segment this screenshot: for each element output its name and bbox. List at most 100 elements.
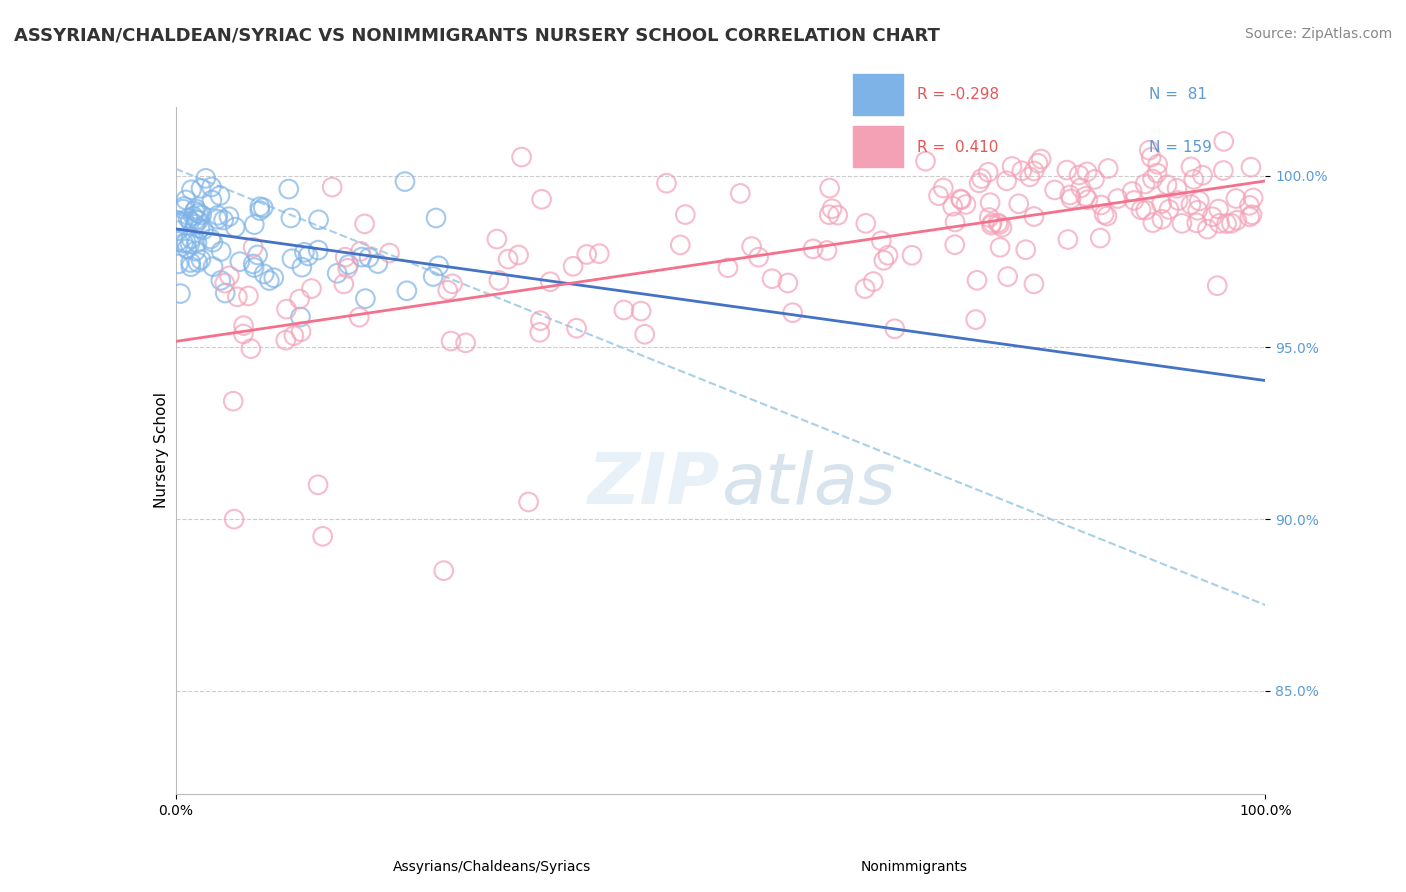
Point	[529, 326, 551, 340]
Point	[1208, 216, 1230, 230]
Point	[1121, 185, 1143, 199]
Point	[1011, 164, 1033, 178]
Point	[218, 210, 240, 224]
Point	[488, 273, 510, 287]
Text: N =  81: N = 81	[1149, 87, 1206, 103]
Point	[167, 224, 190, 238]
Point	[201, 193, 224, 207]
Point	[1150, 212, 1173, 227]
Point	[815, 244, 838, 258]
Point	[427, 259, 450, 273]
Point	[249, 200, 271, 214]
Point	[655, 176, 678, 190]
Point	[1180, 160, 1202, 174]
Point	[229, 254, 252, 268]
Point	[821, 202, 844, 216]
Point	[214, 286, 236, 301]
Point	[1142, 172, 1164, 186]
Point	[222, 394, 245, 409]
Point	[1022, 164, 1045, 178]
Point	[187, 206, 209, 220]
Point	[436, 283, 458, 297]
Point	[801, 242, 824, 256]
Point	[1142, 216, 1164, 230]
Point	[979, 211, 1001, 225]
Point	[311, 529, 333, 543]
Point	[200, 180, 222, 194]
Point	[367, 257, 389, 271]
Point	[1212, 163, 1234, 178]
Point	[283, 328, 305, 343]
Point	[353, 217, 375, 231]
Point	[1140, 150, 1163, 164]
FancyBboxPatch shape	[853, 126, 903, 167]
Point	[1146, 166, 1168, 180]
Point	[201, 235, 224, 250]
Point	[1026, 156, 1049, 170]
Point	[186, 212, 208, 227]
Point	[242, 257, 264, 271]
Point	[995, 174, 1018, 188]
Point	[1056, 163, 1078, 178]
Point	[1191, 168, 1213, 182]
Point	[1095, 209, 1118, 223]
Point	[988, 218, 1011, 232]
Text: ASSYRIAN/CHALDEAN/SYRIAC VS NONIMMIGRANTS NURSERY SCHOOL CORRELATION CHART: ASSYRIAN/CHALDEAN/SYRIAC VS NONIMMIGRANT…	[14, 27, 941, 45]
Point	[167, 214, 190, 228]
Point	[1185, 216, 1208, 230]
Point	[1092, 207, 1115, 221]
Point	[818, 208, 841, 222]
Point	[336, 261, 359, 276]
Point	[782, 306, 804, 320]
Text: ZIP: ZIP	[588, 450, 721, 519]
Point	[987, 216, 1010, 230]
Point	[1135, 203, 1157, 218]
Point	[190, 208, 212, 222]
Point	[949, 192, 972, 206]
Point	[297, 249, 319, 263]
Point	[176, 235, 198, 250]
Point	[1022, 277, 1045, 291]
Point	[433, 564, 456, 578]
Point	[1171, 216, 1194, 230]
Point	[179, 236, 201, 251]
Point	[530, 192, 553, 206]
Point	[1043, 183, 1066, 197]
Point	[1130, 202, 1153, 217]
Point	[187, 213, 209, 227]
Point	[349, 244, 371, 259]
Point	[1182, 172, 1205, 186]
Point	[977, 165, 1000, 179]
Point	[212, 213, 235, 227]
Point	[508, 248, 530, 262]
Point	[1220, 216, 1243, 230]
Point	[761, 271, 783, 285]
Point	[294, 245, 316, 260]
Point	[321, 180, 343, 194]
Point	[1239, 198, 1261, 212]
Point	[1123, 194, 1146, 208]
Point	[901, 248, 924, 262]
Point	[307, 243, 329, 257]
Point	[981, 216, 1004, 230]
Point	[173, 199, 195, 213]
Point	[1018, 169, 1040, 184]
Point	[1077, 193, 1099, 207]
Point	[1001, 160, 1024, 174]
Point	[1226, 213, 1249, 227]
Point	[966, 273, 988, 287]
Point	[818, 181, 841, 195]
Point	[259, 274, 281, 288]
Point	[209, 244, 232, 259]
Point	[190, 181, 212, 195]
Point	[179, 214, 201, 228]
Point	[588, 246, 610, 260]
Point	[290, 310, 312, 324]
Point	[281, 252, 304, 266]
Point	[226, 290, 249, 304]
Point	[1239, 210, 1261, 224]
Point	[308, 212, 330, 227]
Text: R = -0.298: R = -0.298	[917, 87, 1000, 103]
Point	[167, 257, 190, 271]
Point	[167, 213, 190, 227]
